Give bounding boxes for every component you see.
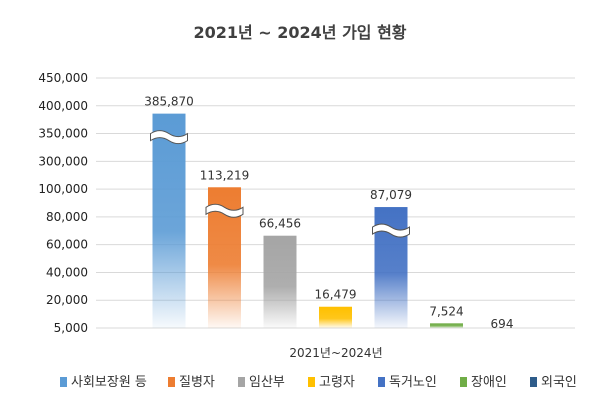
legend-swatch <box>308 377 315 387</box>
legend-swatch <box>530 377 537 387</box>
y-tick-label: 5,000 <box>54 321 88 335</box>
legend: 사회보장원 등 질병자 임산부 고령자 독거노인 장애인 외국인 <box>60 375 577 390</box>
bar-1 <box>152 113 186 328</box>
legend-swatch <box>168 377 175 387</box>
y-tick-label: 350,000 <box>38 127 88 141</box>
legend-label: 사회보장원 등 <box>71 375 147 390</box>
y-tick-label: 20,000 <box>46 293 88 307</box>
legend-item: 외국인 <box>530 375 577 390</box>
legend-label: 장애인 <box>471 375 507 390</box>
data-label: 694 <box>491 317 514 331</box>
legend-label: 질병자 <box>179 375 215 390</box>
legend-item: 질병자 <box>168 375 215 390</box>
y-tick-label: 40,000 <box>46 265 88 279</box>
legend-item: 독거노인 <box>378 375 437 390</box>
y-axis: 5,000 20,000 40,000 60,000 80,000 100,000 300,… <box>38 71 88 335</box>
bar-6 <box>430 323 463 328</box>
legend-label: 독거노인 <box>389 375 437 390</box>
y-tick-label: 80,000 <box>46 210 88 224</box>
y-tick-label: 400,000 <box>38 99 88 113</box>
x-axis: 2021년~2024년 <box>289 346 382 360</box>
bars: 385,870 113,219 66,456 16,479 87,079 7,524 694 <box>144 95 513 331</box>
bar-3 <box>263 235 297 328</box>
legend-item: 사회보장원 등 <box>60 375 147 390</box>
axis-break-mark <box>205 203 244 218</box>
data-label: 87,079 <box>370 188 412 202</box>
y-tick-label: 100,000 <box>38 182 88 196</box>
y-tick-label: 60,000 <box>46 238 88 252</box>
legend-item: 장애인 <box>460 375 507 390</box>
data-label: 16,479 <box>315 288 357 302</box>
legend-label: 고령자 <box>319 375 355 390</box>
legend-label: 임산부 <box>249 375 285 390</box>
legend-item: 고령자 <box>308 375 355 390</box>
legend-swatch <box>460 377 467 387</box>
legend-item: 임산부 <box>238 375 285 390</box>
legend-swatch <box>238 377 245 387</box>
bar-4 <box>319 306 352 328</box>
data-label: 7,524 <box>429 304 463 318</box>
y-tick-label: 450,000 <box>38 71 88 85</box>
chart-title: 2021년 ~ 2024년 가입 현황 <box>193 23 406 42</box>
legend-swatch <box>378 377 385 387</box>
y-tick-label: 300,000 <box>38 154 88 168</box>
axis-break-mark <box>372 223 410 238</box>
x-category-label: 2021년~2024년 <box>289 346 382 360</box>
axis-break-mark <box>150 130 188 145</box>
legend-swatch <box>60 377 67 387</box>
data-label: 66,456 <box>259 217 301 231</box>
data-label: 113,219 <box>200 168 250 182</box>
data-label: 385,870 <box>144 95 194 109</box>
legend-label: 외국인 <box>541 375 577 390</box>
